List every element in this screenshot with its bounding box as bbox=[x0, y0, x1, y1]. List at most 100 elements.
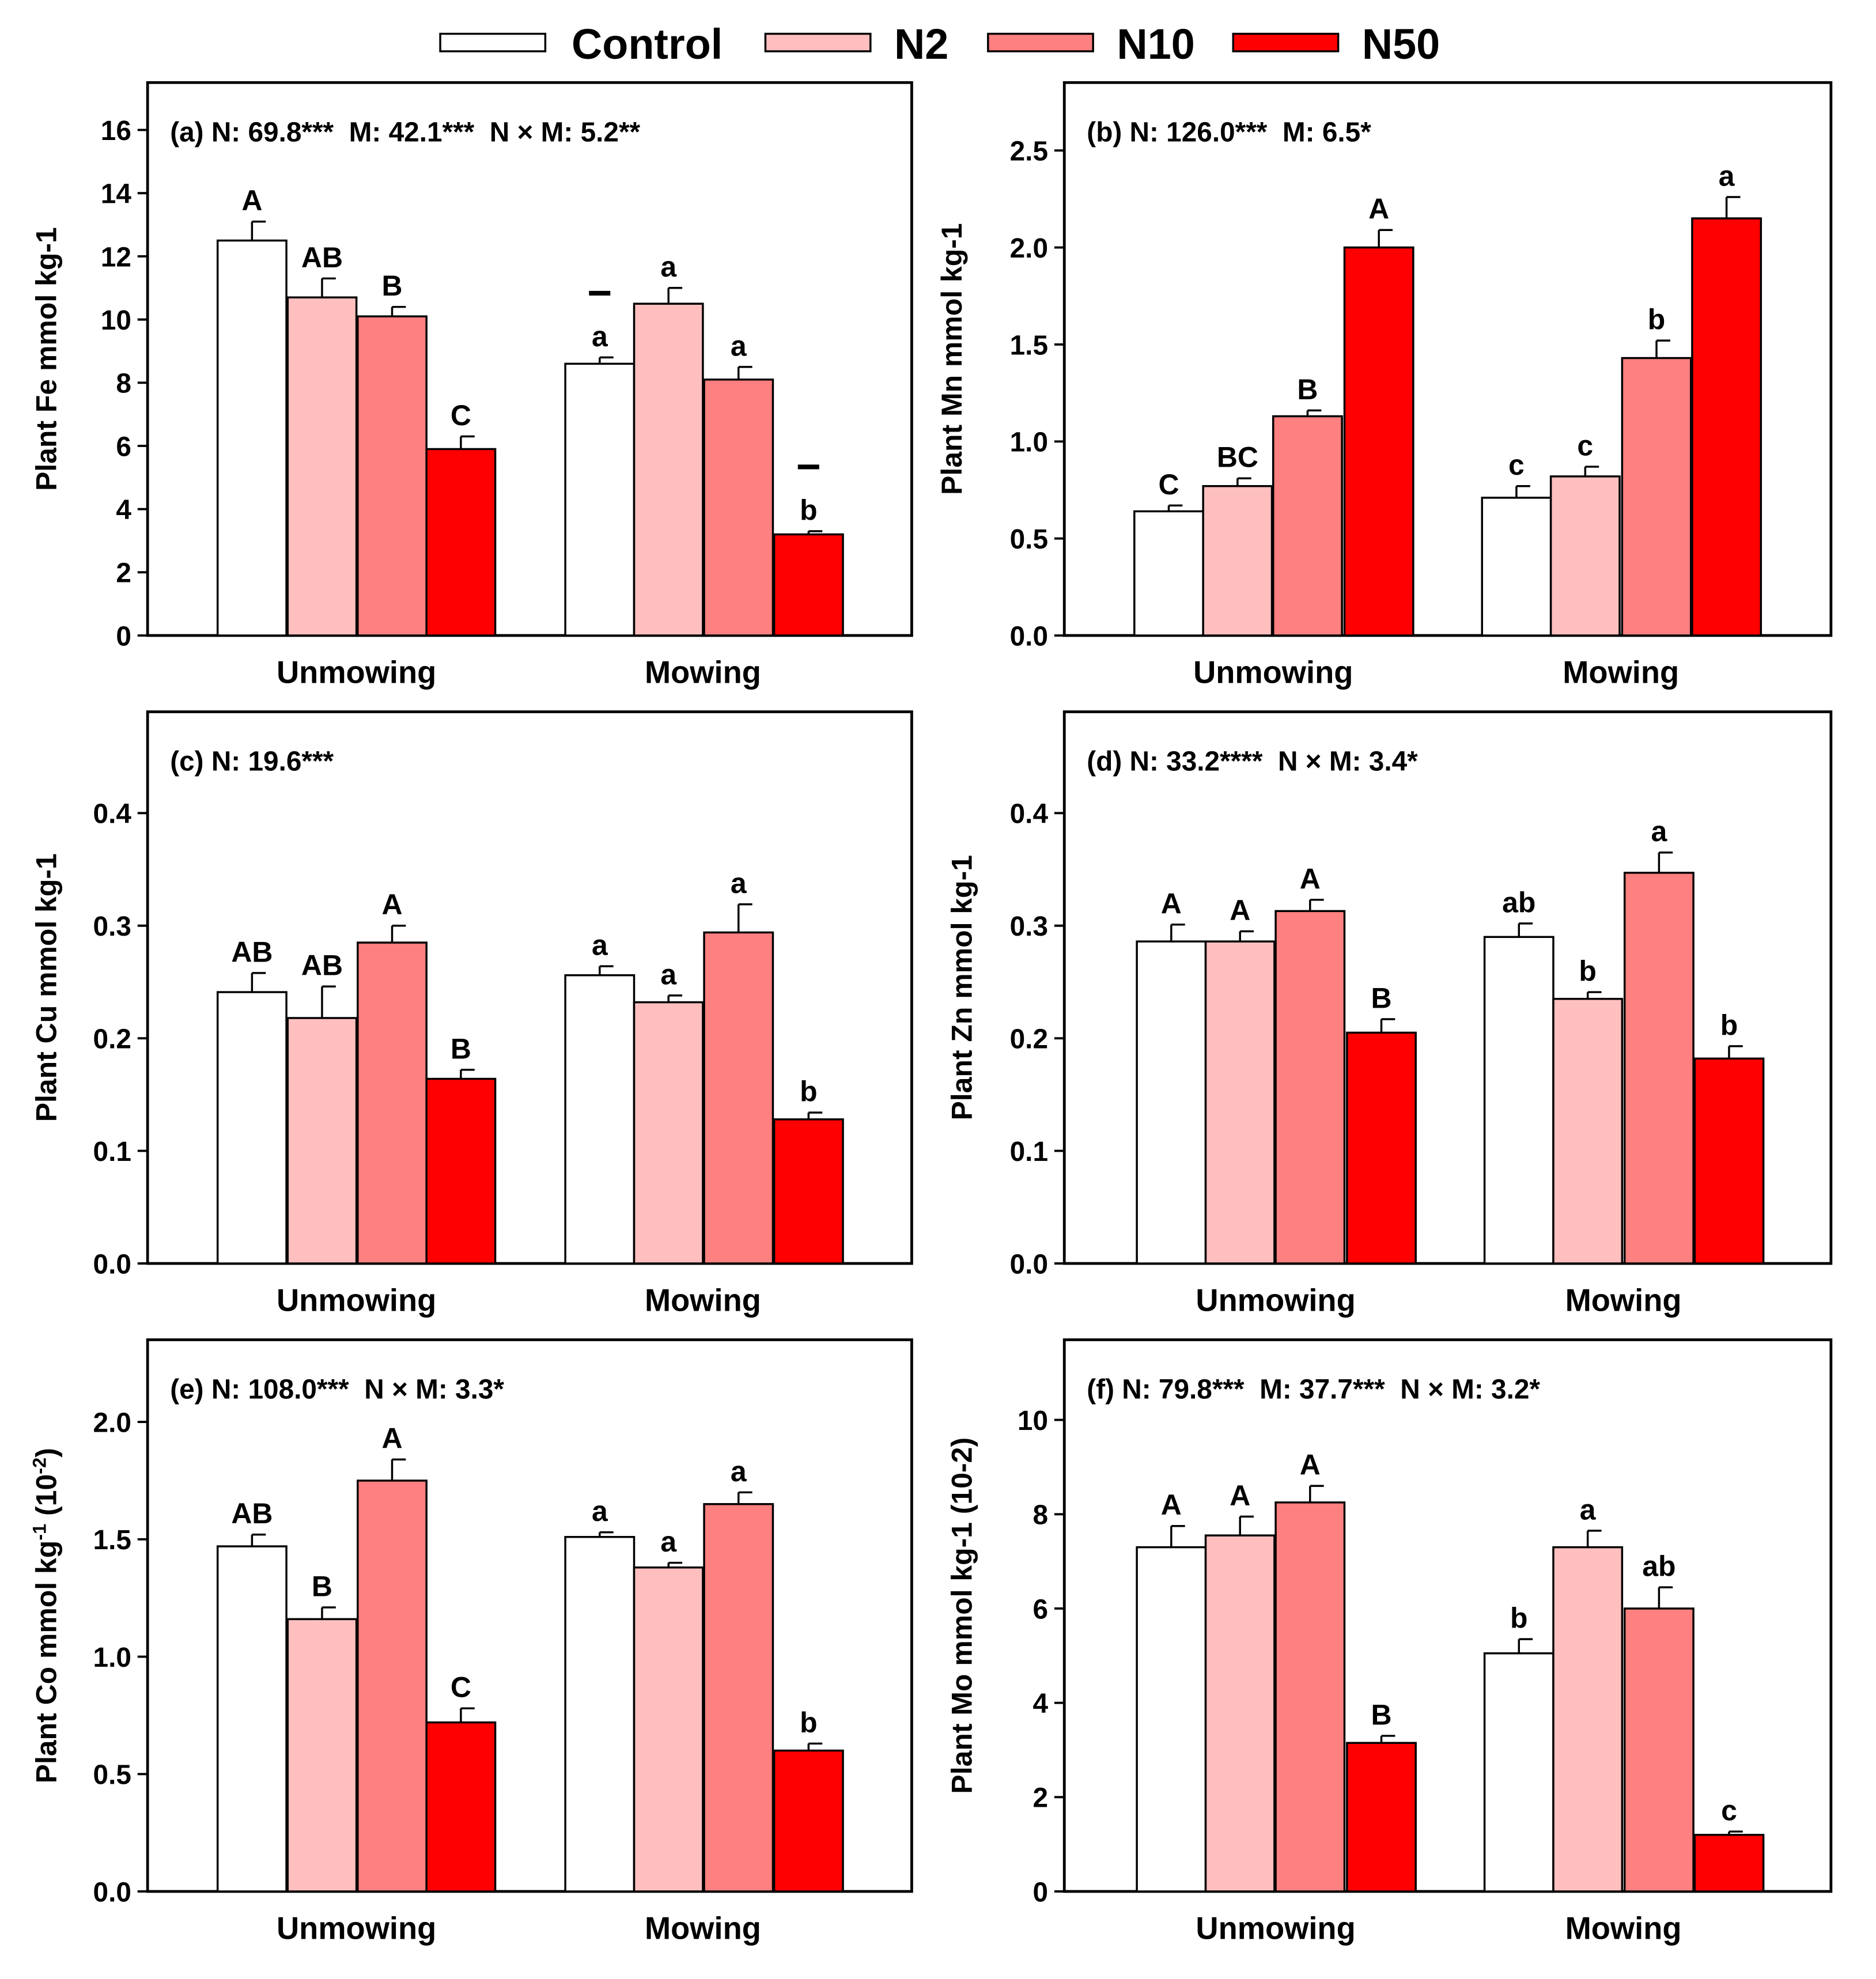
y-axis-label: Plant Zn mmol kg-1 bbox=[946, 855, 978, 1121]
y-tick-label: 16 bbox=[101, 116, 131, 146]
significance-letter: ab bbox=[1642, 1550, 1675, 1583]
significance-letter: A bbox=[381, 888, 402, 921]
bar-n10-mowing bbox=[1623, 1607, 1695, 1893]
plot-frame bbox=[1062, 710, 1833, 1265]
significance-letter: a bbox=[660, 1526, 677, 1558]
bar-n2-mowing bbox=[633, 1001, 704, 1265]
bar-n10-unmowing bbox=[1274, 910, 1346, 1265]
y-axis-label: Plant Cu mmol kg-1 bbox=[31, 853, 63, 1122]
y-tick-label: 0.5 bbox=[93, 1760, 131, 1791]
significance-letter: a bbox=[1580, 1493, 1597, 1526]
bar-n50-unmowing bbox=[425, 1077, 497, 1265]
bar-n50-mowing bbox=[1693, 1057, 1765, 1265]
significance-letter: C bbox=[451, 399, 471, 432]
significance-letter: A bbox=[1230, 1479, 1250, 1512]
bar-control-unmowing bbox=[1136, 940, 1207, 1265]
bar-n50-mowing bbox=[1693, 1834, 1765, 1893]
y-tick-label: 14 bbox=[101, 179, 132, 210]
significance-letter: AB bbox=[231, 1497, 273, 1530]
y-axis-label-part: -2 bbox=[29, 1458, 50, 1474]
significance-letter: A bbox=[1368, 193, 1389, 225]
y-tick-label: 0.2 bbox=[1010, 1024, 1048, 1055]
y-tick-label: 10 bbox=[101, 305, 131, 336]
y-tick-label: 8 bbox=[1032, 1500, 1048, 1531]
x-category-label: Mowing bbox=[1563, 655, 1679, 690]
y-tick-label: 12 bbox=[101, 242, 131, 273]
bar-control-unmowing bbox=[216, 1545, 288, 1893]
significance-letter: b bbox=[1720, 1009, 1738, 1041]
y-axis-label-part: -1 bbox=[29, 1524, 50, 1541]
x-category-label: Unmowing bbox=[1193, 655, 1353, 690]
significance-letter: c bbox=[1577, 430, 1593, 462]
bar-n50-unmowing bbox=[1343, 246, 1414, 637]
significance-letter: BC bbox=[1217, 441, 1258, 474]
significance-letter: c bbox=[1721, 1795, 1737, 1827]
significance-letter: a bbox=[592, 1495, 608, 1527]
bar-n50-mowing bbox=[773, 1118, 844, 1265]
bar-n10-mowing bbox=[703, 931, 774, 1265]
bar-n2-unmowing bbox=[286, 1618, 358, 1893]
y-tick-label: 0.0 bbox=[1010, 621, 1048, 652]
significance-letter: c bbox=[1508, 449, 1525, 481]
panel-title: (f) N: 79.8*** M: 37.7*** N × M: 3.2* bbox=[1087, 1375, 1540, 1405]
y-tick-label: 6 bbox=[116, 432, 131, 462]
significance-letter: a bbox=[660, 958, 677, 990]
x-category-label: Mowing bbox=[1565, 1283, 1682, 1318]
y-tick-label: 0 bbox=[1032, 1877, 1048, 1908]
y-tick-label: 0.1 bbox=[1010, 1137, 1048, 1167]
y-tick-label: 1.0 bbox=[1010, 427, 1048, 458]
y-tick-label: 4 bbox=[1032, 1689, 1048, 1719]
bar-n50-mowing bbox=[1691, 217, 1762, 637]
significance-letter: AB bbox=[301, 949, 343, 982]
significance-mark: − bbox=[796, 442, 821, 490]
y-tick-label: 0.4 bbox=[93, 799, 132, 830]
bar-control-mowing bbox=[1483, 936, 1554, 1265]
bar-control-mowing bbox=[564, 362, 636, 637]
panel-title: (d) N: 33.2**** N × M: 3.4* bbox=[1087, 747, 1418, 777]
significance-letter: a bbox=[731, 330, 747, 362]
y-tick-label: 0.0 bbox=[93, 1249, 131, 1280]
y-tick-label: 0.2 bbox=[93, 1024, 131, 1055]
y-tick-label: 8 bbox=[116, 369, 131, 399]
significance-letter: a bbox=[1651, 815, 1668, 847]
legend-swatch-n2 bbox=[764, 32, 872, 52]
significance-letter: a bbox=[731, 1455, 747, 1488]
panel-title: (a) N: 69.8*** M: 42.1*** N × M: 5.2** bbox=[170, 117, 640, 147]
significance-letter: b bbox=[1510, 1602, 1527, 1634]
y-tick-label: 0.4 bbox=[1010, 799, 1049, 830]
y-tick-label: 6 bbox=[1032, 1594, 1048, 1625]
bar-control-unmowing bbox=[1136, 1546, 1207, 1893]
x-category-label: Unmowing bbox=[277, 1911, 436, 1946]
y-tick-label: 0.1 bbox=[93, 1137, 131, 1167]
panel-title: (c) N: 19.6*** bbox=[170, 747, 334, 777]
significance-letter: A bbox=[1230, 894, 1250, 926]
significance-letter: a bbox=[1719, 160, 1735, 192]
bar-control-mowing bbox=[1483, 1652, 1554, 1893]
significance-letter: a bbox=[592, 320, 608, 353]
bar-control-unmowing bbox=[1133, 510, 1204, 637]
bar-n2-mowing bbox=[633, 1566, 704, 1893]
significance-letter: A bbox=[1161, 887, 1182, 920]
y-tick-label: 0 bbox=[116, 621, 131, 652]
y-axis-label-part: ) bbox=[31, 1448, 63, 1458]
significance-letter: B bbox=[451, 1032, 471, 1065]
y-tick-label: 2.0 bbox=[93, 1407, 131, 1438]
bar-n2-mowing bbox=[633, 302, 704, 637]
significance-mark: − bbox=[587, 269, 612, 317]
legend-label-control: Control bbox=[572, 20, 723, 68]
bar-n10-unmowing bbox=[1272, 415, 1343, 637]
x-category-label: Unmowing bbox=[277, 655, 436, 690]
significance-letter: A bbox=[1300, 1449, 1321, 1481]
panel-d: 0.0 0.1 0.2 0.3 0.4 A ab Ab Aa Bb Unmowing Mowing (d… bbox=[946, 710, 1833, 1318]
y-tick-label: 2.5 bbox=[1010, 137, 1048, 167]
y-tick-label: 1.0 bbox=[93, 1643, 131, 1673]
bar-control-mowing bbox=[564, 974, 636, 1265]
bar-n2-unmowing bbox=[1204, 1534, 1276, 1893]
bar-n10-unmowing bbox=[357, 315, 428, 637]
panel-c: 0.0 0.1 0.2 0.3 0.4 AB a AB a Aa Bb Unmowing Mowing (… bbox=[31, 710, 913, 1318]
bar-n2-unmowing bbox=[286, 296, 358, 637]
significance-letter: C bbox=[451, 1671, 471, 1704]
x-category-label: Mowing bbox=[645, 655, 761, 690]
legend: Control N2 N10 N50 bbox=[439, 20, 1440, 68]
